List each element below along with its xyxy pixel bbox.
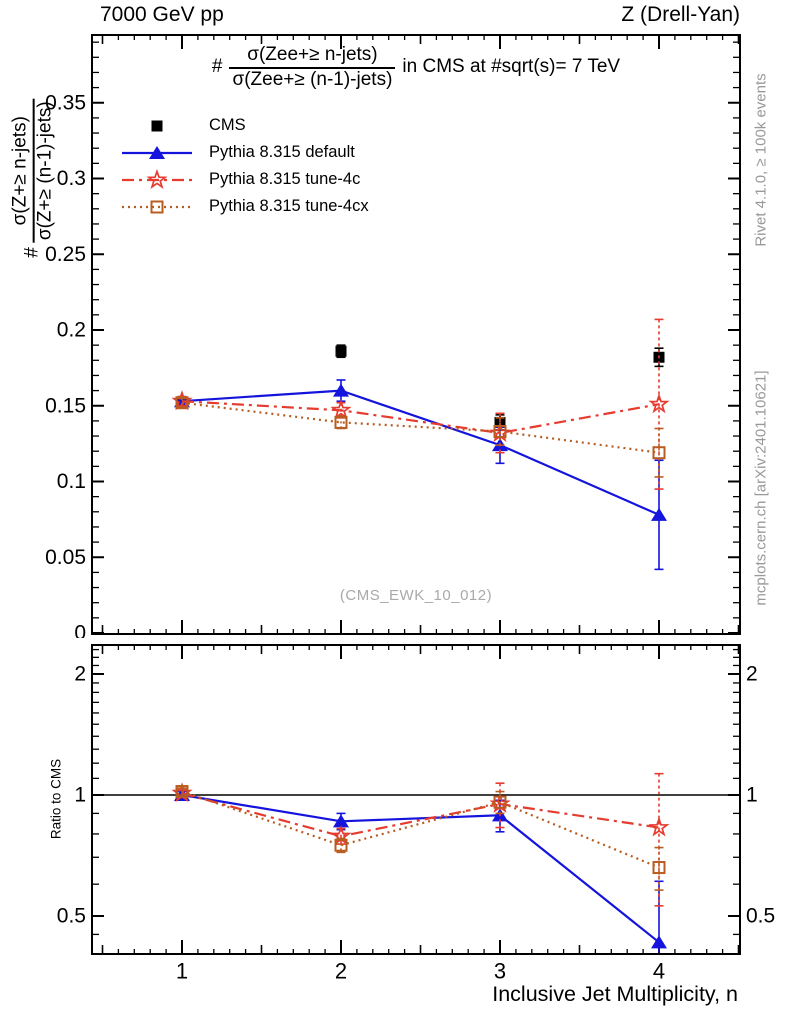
marker-open-square bbox=[175, 396, 189, 410]
ratio-axis-label: Ratio to CMS bbox=[48, 758, 64, 840]
marker-filled-triangle bbox=[333, 814, 349, 828]
title-fraction: σ(Zee+≥ n-jets) σ(Zee+≥ (n-1)-jets) bbox=[229, 44, 396, 91]
x-tick-label: 1 bbox=[176, 959, 188, 984]
marker-open-square bbox=[334, 415, 348, 429]
rivet-note: Rivet 4.1.0, ≥ 100k events bbox=[752, 73, 770, 247]
marker-open-square bbox=[175, 785, 189, 799]
marker-open-star bbox=[146, 168, 168, 189]
series-pythia-8-315-tune-4cx bbox=[175, 396, 666, 478]
y-tick-label: 0.05 bbox=[45, 546, 86, 569]
plot-title: # σ(Zee+≥ n-jets) σ(Zee+≥ (n-1)-jets) in… bbox=[92, 44, 740, 91]
marker-open-square bbox=[334, 838, 348, 852]
ratio-frame bbox=[91, 644, 741, 955]
y-tick-label: 0.35 bbox=[45, 91, 86, 114]
ratio-tick-label: 2 bbox=[746, 662, 758, 685]
title-suffix: in CMS at #sqrt(s)= 7 TeV bbox=[402, 56, 621, 78]
legend-item: Pythia 8.315 tune-4c bbox=[118, 166, 369, 193]
ratio-tick-label: 2 bbox=[74, 662, 86, 685]
y-label-fraction: σ(Z+≥ n-jets) σ(Z+≥ (n-1)-jets) bbox=[9, 98, 57, 244]
ratio-pythia-8-315-default bbox=[174, 788, 667, 953]
legend-swatch-filled-triangle bbox=[122, 145, 192, 159]
marker-filled-triangle bbox=[651, 935, 667, 949]
title-numerator: σ(Zee+≥ n-jets) bbox=[229, 44, 396, 69]
mcplots-note: mcplots.cern.ch [arXiv:2401.10621] bbox=[752, 370, 770, 606]
ratio-series bbox=[171, 772, 670, 953]
x-axis-title: Inclusive Jet Multiplicity, n bbox=[492, 982, 738, 1006]
marker-open-star bbox=[648, 393, 670, 414]
legend-label: Pythia 8.315 tune-4cx bbox=[209, 197, 369, 215]
y-label-prefix: # bbox=[22, 247, 43, 258]
marker-open-square bbox=[493, 425, 507, 439]
marker-filled-square bbox=[151, 120, 163, 131]
analysis-watermark: (CMS_EWK_10_012) bbox=[339, 587, 493, 604]
legend-swatch-open-star bbox=[122, 168, 192, 189]
header-beam-energy: 7000 GeV pp bbox=[100, 3, 224, 26]
legend-label: CMS bbox=[209, 116, 246, 134]
marker-open-square bbox=[493, 795, 507, 809]
main-frame bbox=[91, 34, 741, 635]
x-tick-label: 3 bbox=[494, 959, 506, 984]
marker-filled-square bbox=[335, 345, 347, 357]
ratio-tick-label: 0.5 bbox=[57, 905, 86, 928]
legend-swatch-open-square bbox=[122, 200, 192, 213]
header-process: Z (Drell-Yan) bbox=[621, 3, 740, 26]
x-tick-label: 2 bbox=[335, 959, 347, 984]
marker-filled-triangle bbox=[651, 507, 667, 521]
series-pythia-8-315-default bbox=[174, 379, 667, 571]
series-line bbox=[181, 790, 660, 869]
ratio-tick-label: 1 bbox=[746, 784, 758, 807]
series-line bbox=[181, 389, 660, 516]
marker-filled-triangle bbox=[333, 383, 349, 397]
legend-swatch-filled-square bbox=[151, 120, 163, 131]
y-tick-label: 0.2 bbox=[57, 319, 86, 342]
legend: CMS Pythia 8.315 default Pythia 8.315 tune… bbox=[118, 112, 369, 220]
series-line bbox=[181, 793, 660, 944]
y-tick-label: 0.1 bbox=[57, 470, 86, 493]
series-line bbox=[181, 792, 660, 838]
series-pythia-8-315-tune-4c bbox=[171, 318, 670, 490]
x-tick-label: 4 bbox=[653, 959, 665, 984]
legend-item: CMS bbox=[118, 112, 369, 139]
y-tick-label: 0.25 bbox=[45, 243, 86, 266]
ratio-pythia-8-315-tune-4cx bbox=[175, 785, 666, 891]
series-line bbox=[181, 401, 660, 454]
y-label-numerator: σ(Z+≥ n-jets) bbox=[9, 98, 35, 244]
marker-open-star bbox=[330, 399, 352, 420]
ratio-tick-label: 1 bbox=[74, 784, 86, 807]
y-tick-label: 0 bbox=[74, 622, 86, 645]
legend-item: Pythia 8.315 tune-4cx bbox=[118, 193, 369, 220]
y-axis-label: # σ(Z+≥ n-jets) σ(Z+≥ (n-1)-jets) bbox=[9, 98, 57, 258]
main-series bbox=[171, 318, 670, 571]
series-line bbox=[181, 400, 660, 435]
main-y-labels: 0 0.05 0.1 0.15 0.2 0.25 0.3 0.35 bbox=[45, 91, 86, 645]
marker-open-square bbox=[652, 446, 666, 460]
legend-label: Pythia 8.315 default bbox=[209, 143, 355, 161]
legend-label: Pythia 8.315 tune-4c bbox=[209, 170, 361, 188]
y-tick-label: 0.3 bbox=[57, 167, 86, 190]
y-label-denominator: σ(Z+≥ (n-1)-jets) bbox=[34, 101, 56, 241]
ratio-tick-label: 0.5 bbox=[746, 905, 775, 928]
marker-filled-triangle bbox=[149, 145, 165, 159]
legend-item: Pythia 8.315 default bbox=[118, 139, 369, 166]
marker-open-star bbox=[648, 816, 670, 837]
title-denominator: σ(Zee+≥ (n-1)-jets) bbox=[232, 68, 393, 90]
marker-open-square bbox=[150, 200, 164, 213]
y-tick-label: 0.15 bbox=[45, 394, 86, 417]
title-prefix: # bbox=[211, 56, 223, 78]
marker-open-square bbox=[652, 861, 666, 875]
